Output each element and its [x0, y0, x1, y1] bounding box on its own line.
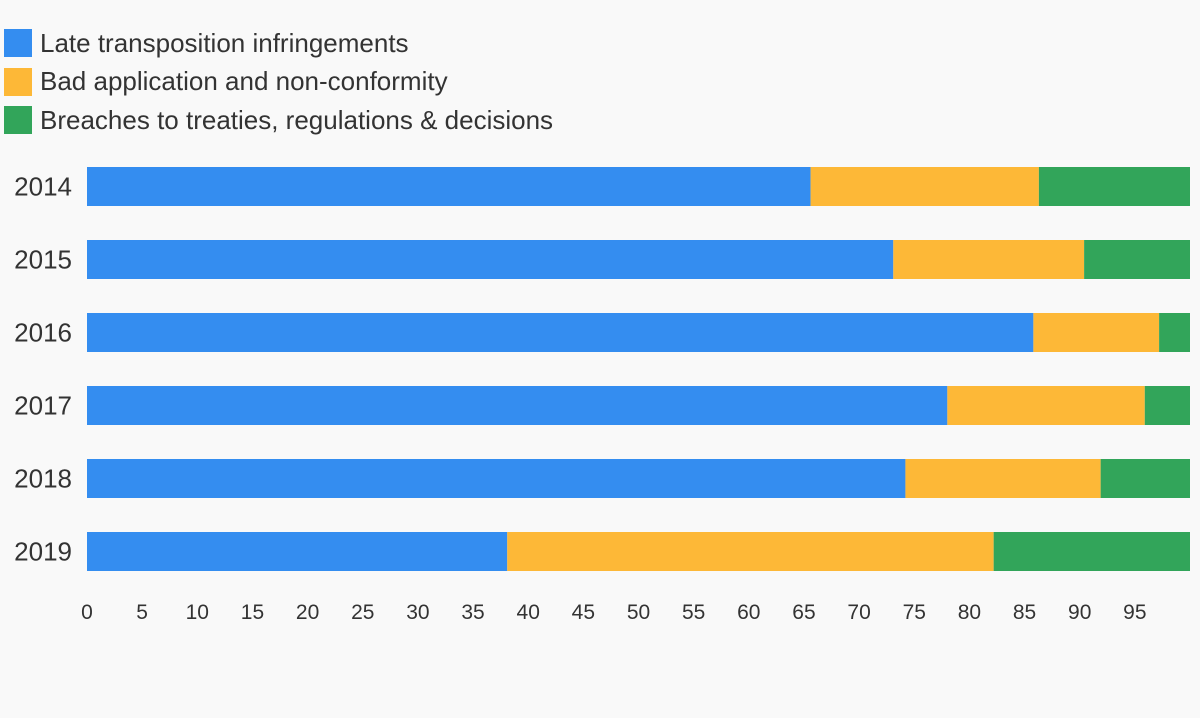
y-tick-label-2018: 2018 [14, 464, 72, 494]
x-tick-label-75: 75 [903, 601, 926, 624]
x-tick-label-30: 30 [406, 601, 429, 624]
bar-2014-series-0 [87, 167, 811, 206]
bar-2017-series-2 [1144, 386, 1190, 425]
x-tick-label-0: 0 [81, 601, 93, 624]
x-tick-label-90: 90 [1068, 601, 1091, 624]
bar-2014-series-2 [1038, 167, 1190, 206]
bar-2015-series-0 [87, 240, 894, 279]
x-tick-label-10: 10 [186, 601, 209, 624]
bar-2014-series-1 [810, 167, 1039, 206]
legend-swatch-breaches [4, 106, 32, 135]
x-tick-label-50: 50 [627, 601, 650, 624]
legend-label-bad-application: Bad application and non-conformity [40, 66, 448, 97]
y-tick-label-2016: 2016 [14, 318, 72, 348]
x-tick-label-5: 5 [136, 601, 148, 624]
legend-item-breaches: Breaches to treaties, regulations & deci… [4, 101, 553, 140]
y-tick-label-2019: 2019 [14, 537, 72, 567]
x-tick-label-80: 80 [958, 601, 981, 624]
y-tick-label-2017: 2017 [14, 391, 72, 421]
legend-item-late-transposition: Late transposition infringements [4, 24, 553, 63]
legend-label-late-transposition: Late transposition infringements [40, 27, 409, 58]
legend-swatch-bad-application [4, 67, 32, 96]
x-tick-label-35: 35 [461, 601, 484, 624]
bar-2016-series-2 [1159, 313, 1190, 352]
x-tick-label-25: 25 [351, 601, 374, 624]
x-tick-label-15: 15 [241, 601, 264, 624]
bar-2019-series-1 [507, 532, 994, 571]
bar-2019-series-0 [87, 532, 508, 571]
y-tick-label-2014: 2014 [14, 172, 72, 202]
y-tick-label-2015: 2015 [14, 245, 72, 275]
x-tick-label-70: 70 [847, 601, 870, 624]
x-tick-label-20: 20 [296, 601, 319, 624]
x-tick-label-55: 55 [682, 601, 705, 624]
legend-swatch-late-transposition [4, 29, 32, 58]
x-tick-label-65: 65 [792, 601, 815, 624]
bar-2017-series-0 [87, 386, 948, 425]
bar-2018-series-0 [87, 459, 906, 498]
bar-2016-series-1 [1033, 313, 1160, 352]
x-tick-label-45: 45 [572, 601, 595, 624]
x-tick-label-85: 85 [1013, 601, 1036, 624]
bar-2015-series-2 [1084, 240, 1190, 279]
x-tick-label-95: 95 [1123, 601, 1146, 624]
bar-2019-series-2 [993, 532, 1190, 571]
legend-item-bad-application: Bad application and non-conformity [4, 63, 553, 102]
bar-2015-series-1 [893, 240, 1085, 279]
x-tick-label-40: 40 [517, 601, 540, 624]
bar-2017-series-1 [947, 386, 1145, 425]
bar-2016-series-0 [87, 313, 1034, 352]
legend-label-breaches: Breaches to treaties, regulations & deci… [40, 104, 554, 135]
legend: Late transposition infringements Bad app… [4, 24, 553, 140]
bar-2018-series-1 [905, 459, 1101, 498]
x-tick-label-60: 60 [737, 601, 760, 624]
bar-2018-series-2 [1100, 459, 1190, 498]
